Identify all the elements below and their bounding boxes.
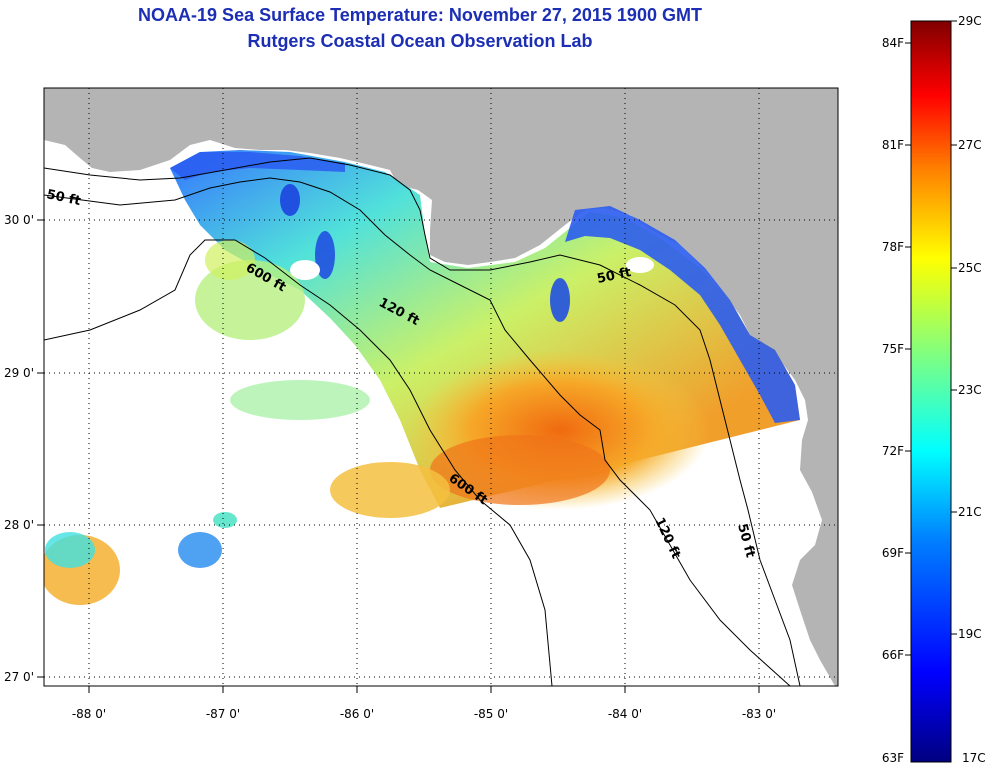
lat-label-27: 27 0'	[4, 670, 34, 684]
colorbar-c-19: 19C	[958, 627, 982, 641]
lat-label-29: 29 0'	[4, 366, 34, 380]
lon-label-84: -84 0'	[608, 707, 642, 721]
lat-label-30: 30 0'	[4, 213, 34, 227]
colorbar-c-29: 29C	[958, 14, 982, 28]
depth-contours	[44, 157, 801, 686]
lon-label-83: -83 0'	[742, 707, 776, 721]
sst-field	[44, 150, 800, 605]
colorbar-f-72: 72F	[882, 444, 904, 458]
colorbar-c-27: 27C	[958, 138, 982, 152]
contour-label-50ft-east: 50 ft	[596, 265, 633, 287]
lat-label-28: 28 0'	[4, 518, 34, 532]
lon-label-85: -85 0'	[474, 707, 508, 721]
colorbar-f-66: 66F	[882, 648, 904, 662]
map-title: NOAA-19 Sea Surface Temperature: Novembe…	[138, 5, 702, 25]
colorbar-c-21: 21C	[958, 505, 982, 519]
colorbar-f-78: 78F	[882, 240, 904, 254]
colorbar	[910, 20, 952, 763]
lon-label-87: -87 0'	[206, 707, 240, 721]
colorbar-f-81: 81F	[882, 138, 904, 152]
colorbar-f-75: 75F	[882, 342, 904, 356]
colorbar-f-84: 84F	[882, 36, 904, 50]
colorbar-c-17: 17C	[962, 751, 986, 765]
land-mass	[44, 88, 838, 686]
colorbar-f-69: 69F	[882, 546, 904, 560]
lon-label-86: -86 0'	[340, 707, 374, 721]
lon-label-88: -88 0'	[72, 707, 106, 721]
colorbar-c-23: 23C	[958, 383, 982, 397]
map-subtitle: Rutgers Coastal Ocean Observation Lab	[247, 31, 593, 51]
axis-ticks	[37, 219, 760, 693]
colorbar-c-25: 25C	[958, 261, 982, 275]
colorbar-f-63: 63F	[882, 751, 904, 765]
contour-label-50ft-west: 50 ft	[45, 187, 82, 209]
